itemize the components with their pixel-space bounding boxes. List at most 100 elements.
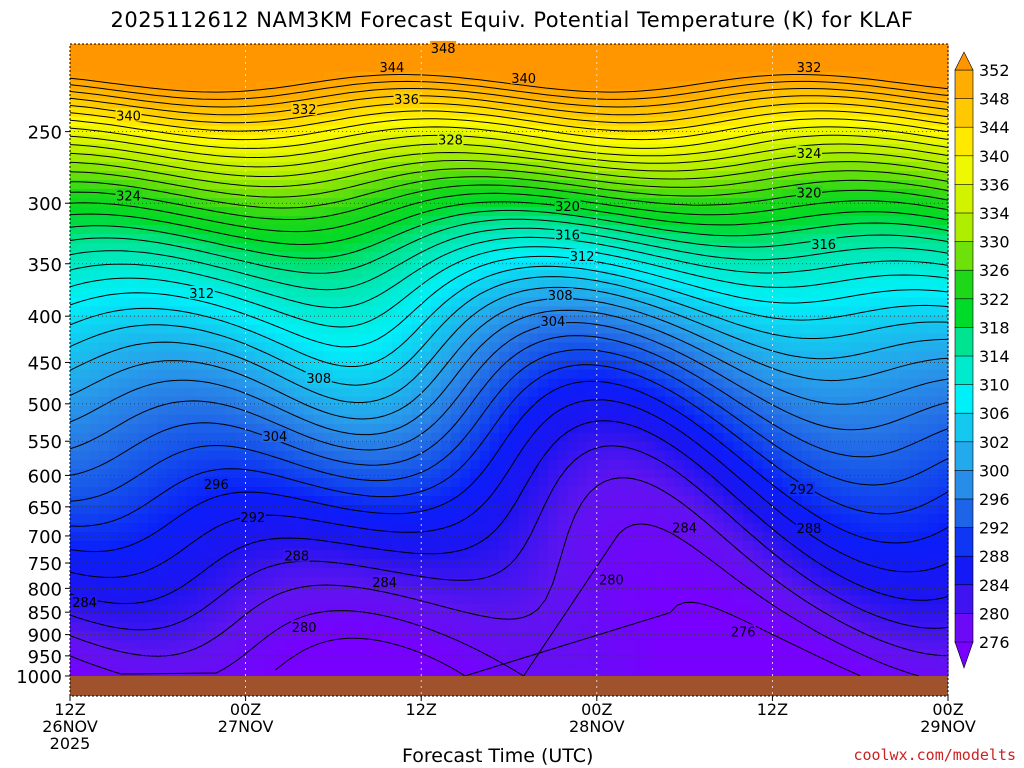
x-tick-label: 00Z	[230, 700, 261, 719]
contour-label: 296	[204, 478, 229, 493]
contour-label-bg	[71, 594, 98, 608]
contour-line-302	[69, 286, 949, 403]
contour-label-bg	[795, 146, 822, 160]
contour-line-336	[69, 134, 949, 158]
contour-line-284	[69, 420, 949, 604]
contour-label-bg	[730, 624, 757, 638]
colorbar-segment	[954, 98, 974, 128]
contour-line-296	[69, 322, 949, 451]
contour-label-bg	[305, 370, 332, 384]
contour-line-298	[69, 309, 949, 436]
y-tick-label: 650	[28, 498, 62, 519]
colorbar-segment	[954, 613, 974, 643]
colorbar-segment	[954, 155, 974, 186]
colorbar-label: 348	[979, 90, 1010, 109]
contour-label-bg	[371, 574, 398, 588]
contour-label-bg	[115, 188, 142, 202]
contour-line-334	[69, 143, 949, 168]
colorbar-segment	[954, 470, 974, 500]
x-tick-label: 00Z	[932, 700, 963, 719]
contour-line-308	[69, 255, 949, 348]
contour-label: 320	[555, 200, 580, 215]
contour-label-bg	[547, 288, 574, 302]
contour-label-bg	[554, 198, 581, 212]
colorbar-segment	[954, 69, 974, 100]
contour-label: 288	[284, 550, 309, 565]
contour-line-352	[69, 74, 949, 93]
colorbar-label: 284	[979, 576, 1010, 595]
contour-label: 312	[189, 287, 214, 302]
contour-line-320	[69, 201, 949, 246]
chart-title: 2025112612 NAM3KM Forecast Equiv. Potent…	[110, 8, 914, 32]
x-tick-label: 12Z	[54, 700, 85, 719]
contour-label: 328	[438, 133, 463, 148]
colorbar-segment	[954, 355, 974, 386]
x-tick-label: 26NOV	[42, 717, 98, 736]
colorbar-segment	[954, 327, 974, 357]
contour-label: 304	[262, 430, 287, 445]
contour-label: 280	[292, 621, 317, 636]
contour-line-304	[69, 276, 949, 386]
contour-label: 292	[241, 511, 266, 526]
y-tick-label: 850	[28, 603, 62, 624]
colorbar-segment	[954, 384, 974, 415]
colorbar-label: 336	[979, 175, 1010, 194]
y-tick-label: 600	[28, 466, 62, 487]
y-tick-label: 300	[28, 194, 62, 215]
contour-line-342	[69, 110, 949, 132]
contour-line-282	[69, 445, 949, 631]
contour-line-322	[69, 192, 949, 233]
y-tick-label: 500	[28, 395, 62, 416]
colorbar-segment	[954, 269, 974, 300]
colorbar-segment	[954, 298, 974, 329]
contour-label: 340	[116, 110, 141, 125]
contour-label: 284	[372, 576, 397, 591]
contour-line-312	[69, 236, 949, 309]
contour-label-bg	[291, 101, 318, 115]
colorbar-label: 296	[979, 490, 1010, 509]
colorbar-bottom-arrow	[954, 641, 974, 669]
contour-label-bg	[510, 70, 537, 84]
colorbar-label: 302	[979, 433, 1010, 452]
contour-label-bg	[795, 59, 822, 73]
contour-label: 324	[116, 189, 141, 204]
colorbar-label: 322	[979, 290, 1010, 309]
y-tick-label: 400	[28, 307, 62, 328]
colorbar-label: 288	[979, 547, 1010, 566]
x-axis-label: Forecast Time (UTC)	[402, 745, 594, 767]
contour-label: 276	[731, 626, 756, 641]
colorbar-label: 292	[979, 519, 1010, 538]
contour-label: 348	[431, 42, 456, 57]
x-tick-label: 2025	[50, 734, 91, 753]
contour-label-bg	[810, 237, 837, 251]
colorbar-label: 306	[979, 404, 1010, 423]
colorbar-label: 344	[979, 118, 1010, 137]
contour-line-346	[69, 95, 949, 116]
contour-line-338	[69, 126, 949, 149]
contour-label-bg	[393, 91, 420, 105]
source-credit[interactable]: coolwx.com/modelts	[853, 746, 1016, 764]
contour-line-306	[69, 265, 949, 367]
contour-label: 332	[797, 61, 822, 76]
contour-line-350	[69, 80, 949, 100]
colorbar-segment	[954, 184, 974, 214]
colorbar-label: 334	[979, 204, 1010, 223]
colorbar-segment	[954, 126, 974, 157]
contour-label: 284	[72, 596, 97, 611]
colorbar-label: 326	[979, 261, 1010, 280]
colorbar-label: 352	[979, 61, 1010, 80]
contour-label: 324	[797, 147, 822, 162]
x-tick-label: 28NOV	[569, 717, 625, 736]
contour-line-276	[274, 601, 861, 677]
contour-label: 284	[672, 521, 697, 536]
contour-label-bg	[378, 59, 405, 73]
y-tick-label: 350	[28, 255, 62, 276]
contour-label: 320	[797, 187, 822, 202]
contour-label: 336	[394, 93, 419, 108]
colorbar-label: 330	[979, 233, 1010, 252]
contour-line-328	[69, 168, 949, 198]
contour-label: 316	[555, 229, 580, 244]
contour-line-340	[69, 118, 949, 141]
contour-label: 280	[599, 573, 624, 588]
